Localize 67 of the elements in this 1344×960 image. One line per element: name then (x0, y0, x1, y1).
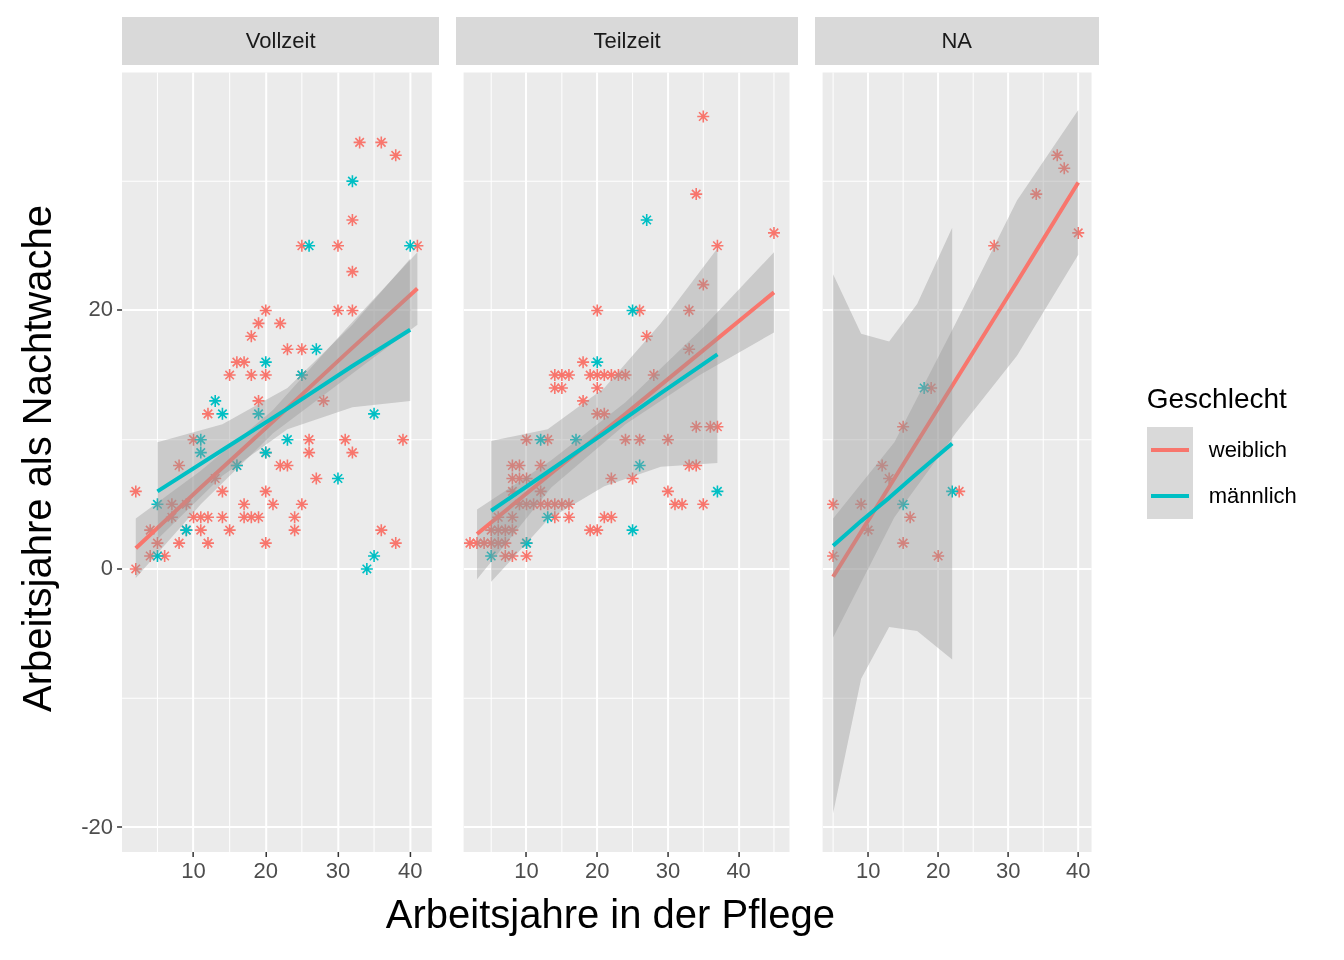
point (944, 484, 959, 499)
point (215, 407, 230, 421)
point (193, 445, 208, 460)
point (569, 432, 584, 447)
point (986, 239, 1001, 253)
point (916, 381, 931, 395)
x-tick-label: 20 (925, 858, 951, 884)
point (367, 407, 381, 421)
point (360, 562, 374, 576)
chart-title: Teilzeit (593, 28, 661, 54)
point (895, 536, 910, 550)
chart-title: Vollzeit (245, 28, 316, 54)
x-tick-label: 30 (656, 858, 681, 884)
point (534, 432, 548, 447)
point (640, 213, 654, 227)
point (302, 239, 316, 253)
point (193, 432, 208, 447)
point (902, 510, 917, 525)
point (930, 549, 945, 563)
x-tick-label: 20 (585, 858, 610, 884)
point (895, 497, 910, 512)
point (1029, 187, 1043, 201)
legend-label: weiblich (1208, 436, 1288, 463)
x-tick-label: 10 (181, 858, 206, 884)
point (150, 549, 165, 563)
x-tick-label: 30 (995, 858, 1021, 884)
point (367, 549, 381, 563)
point (825, 549, 840, 563)
point (590, 355, 605, 369)
y-tick-label: 0 (100, 555, 114, 580)
legend-title: Geschlecht (1146, 382, 1288, 415)
x-axis-title: Arbeitsjahre in der Pflege (384, 892, 836, 937)
point (331, 471, 345, 486)
legend-label: männlich (1208, 482, 1297, 509)
point (874, 458, 889, 473)
x-tick-label: 10 (855, 858, 880, 884)
x-tick-label: 40 (397, 858, 423, 884)
point (251, 407, 266, 421)
point (484, 549, 499, 563)
y-tick-label: -20 (81, 813, 114, 839)
point (711, 484, 725, 499)
point (258, 355, 273, 369)
point (633, 458, 647, 473)
point (626, 523, 640, 537)
point (150, 497, 165, 512)
x-tick-label: 40 (1065, 858, 1091, 884)
chart-title: NA (941, 28, 972, 54)
x-tick-label: 30 (325, 858, 351, 884)
point (345, 174, 360, 188)
point (541, 510, 555, 525)
point (881, 471, 896, 486)
point (895, 419, 910, 434)
point (1050, 148, 1064, 163)
point (1057, 161, 1071, 176)
point (1071, 226, 1085, 240)
x-tick-label: 20 (253, 858, 278, 884)
point (825, 497, 840, 512)
point (208, 394, 223, 408)
point (280, 432, 295, 447)
point (853, 497, 868, 512)
point (309, 342, 324, 356)
y-axis-title: Arbeitsjahre als Nachtwache (14, 205, 60, 712)
x-tick-label: 10 (514, 858, 540, 884)
x-tick-label: 40 (726, 858, 752, 884)
point (403, 239, 417, 253)
y-tick-label: 20 (88, 296, 114, 322)
point (626, 303, 640, 318)
